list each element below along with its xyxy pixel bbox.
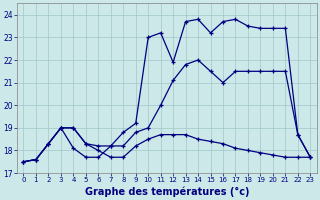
X-axis label: Graphe des températures (°c): Graphe des températures (°c): [85, 186, 249, 197]
